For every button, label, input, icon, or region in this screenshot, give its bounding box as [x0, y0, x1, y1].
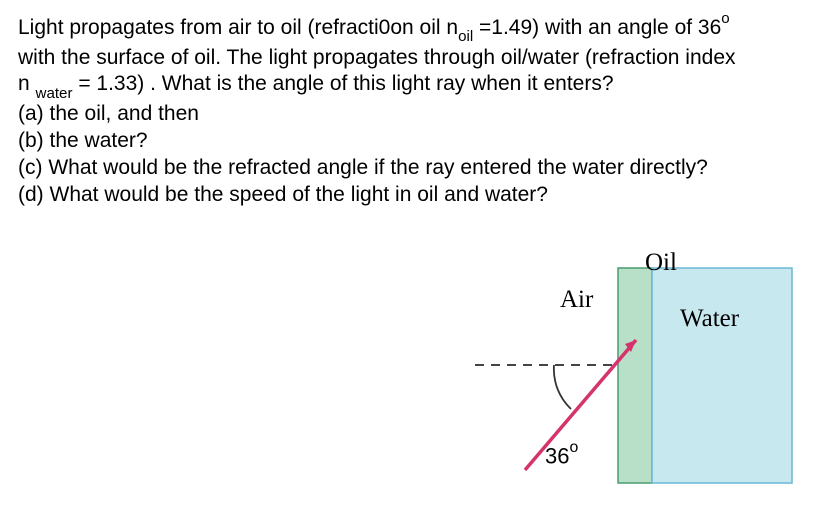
refraction-diagram: Air Oil Water 36o: [370, 250, 800, 490]
water-label: Water: [680, 305, 739, 333]
oil-label: Oil: [645, 249, 677, 277]
water-rect: [652, 268, 792, 483]
problem-line3b: = 1.33) . What is the angle of this ligh…: [72, 72, 613, 95]
angle-arc: [554, 365, 571, 409]
oil-rect: [618, 268, 652, 483]
air-label: Air: [560, 286, 593, 314]
problem-part-b: (b) the water?: [18, 129, 148, 152]
problem-line3-sub: water: [36, 85, 73, 102]
problem-line1-sub: oil: [458, 28, 473, 45]
problem-line3a: n: [18, 72, 30, 95]
problem-part-c: (c) What would be the refracted angle if…: [18, 156, 708, 179]
angle-label: 36o: [545, 442, 578, 469]
angle-degree: o: [569, 439, 578, 456]
problem-line1-sup: o: [721, 10, 729, 27]
problem-line1a: Light propagates from air to oil (refrac…: [18, 16, 458, 39]
problem-part-d: (d) What would be the speed of the light…: [18, 183, 548, 206]
problem-line1b: =1.49) with an angle of 36: [473, 16, 721, 39]
problem-part-a: (a) the oil, and then: [18, 102, 199, 125]
angle-value: 36: [545, 443, 569, 468]
problem-line2: with the surface of oil. The light propa…: [18, 46, 736, 69]
